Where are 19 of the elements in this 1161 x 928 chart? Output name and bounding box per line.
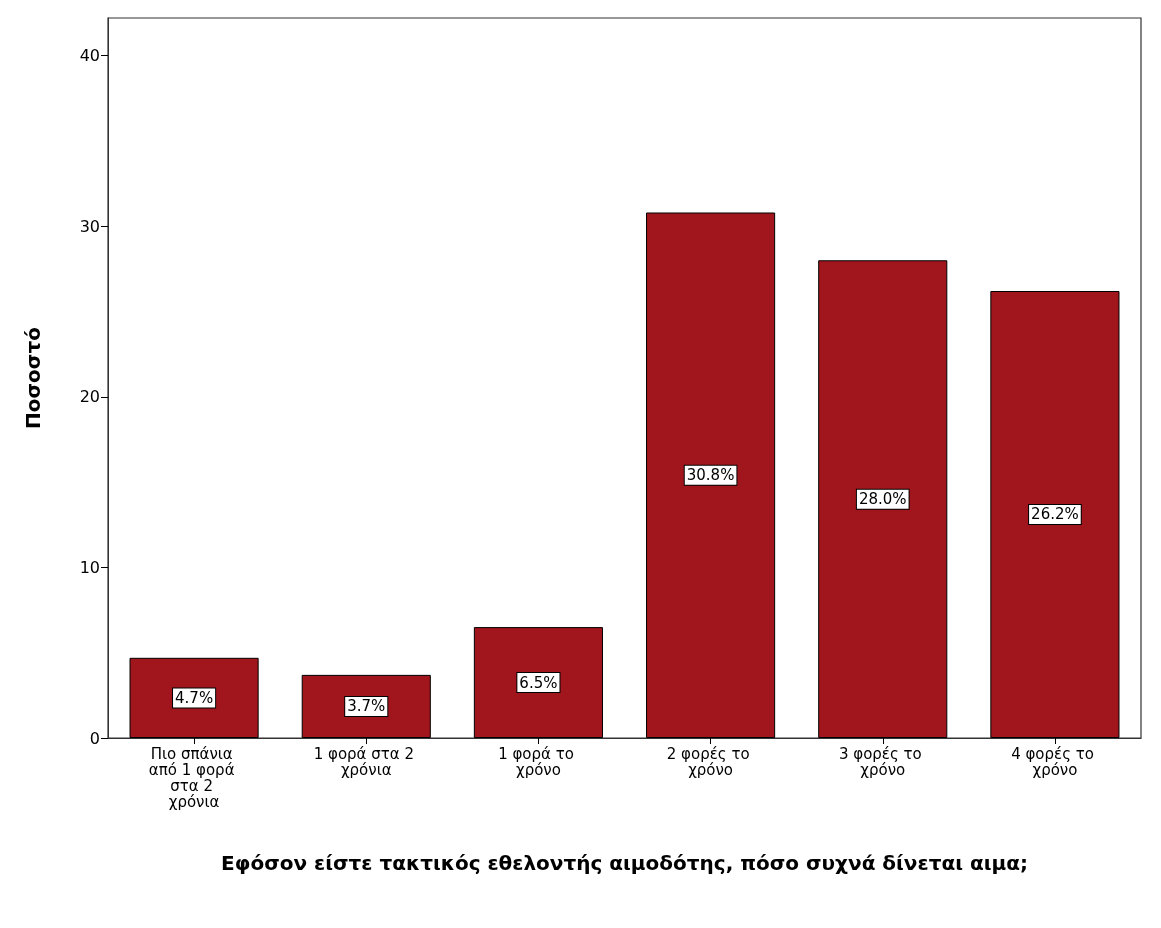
data-label: 3.7% [347, 697, 386, 716]
y-tick-label: 20 [79, 387, 100, 407]
x-tick-label: 3 φορές το χρόνο [838, 745, 927, 779]
x-tick-label: Πιο σπάνια από 1 φορά στα 2 χρόνια [148, 745, 240, 811]
data-label: 30.8% [686, 466, 735, 485]
x-tick-label: 1 φορά το χρόνο [498, 745, 579, 779]
x-tick-label: 1 φορά στα 2 χρόνια [313, 745, 419, 779]
y-tick-label: 40 [79, 46, 100, 66]
y-tick-label: 10 [79, 557, 100, 577]
y-tick-label: 0 [89, 728, 100, 748]
data-label: 4.7% [175, 688, 214, 707]
x-axis-title: Εφόσον είστε τακτικός εθελοντής αιμοδότης, πόσο συχνά δίνεται αιμα; [221, 851, 1028, 875]
y-tick-label: 30 [79, 216, 100, 236]
x-tick-label: 4 φορές το χρόνο [1011, 745, 1099, 779]
data-label: 6.5% [519, 673, 558, 692]
y-axis-title: Ποσοστό [21, 327, 45, 429]
data-label: 28.0% [858, 490, 907, 509]
data-label: 26.2% [1031, 505, 1079, 524]
x-tick-label: 2 φορές το χρόνο [666, 745, 755, 779]
